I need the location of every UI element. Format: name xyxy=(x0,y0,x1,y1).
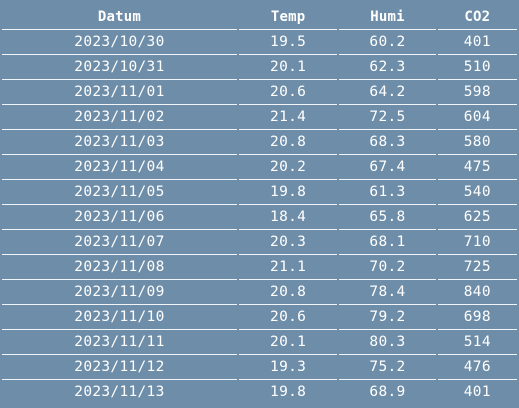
date-cell: 2023/11/10 xyxy=(2,304,237,329)
temp-cell: 20.1 xyxy=(238,329,338,354)
column-header-co2: CO2 xyxy=(464,8,491,25)
co2-cell: 604 xyxy=(437,104,517,129)
date-cell: 2023/11/13 xyxy=(2,379,237,404)
temp-cell: 20.1 xyxy=(238,54,338,79)
co2-cell: 710 xyxy=(437,229,517,254)
temp-cell: 20.3 xyxy=(238,229,338,254)
table-body: 2023/10/30 19.5 60.2 401 2023/10/31 20.1 62.3 5… xyxy=(2,29,517,404)
column-header-temp: Temp xyxy=(270,8,306,25)
table-row: 2023/11/07 20.3 68.1 710 xyxy=(2,229,517,254)
table-row: 2023/11/08 21.1 70.2 725 xyxy=(2,254,517,279)
table-row: 2023/11/03 20.8 68.3 580 xyxy=(2,129,517,154)
date-cell: 2023/10/30 xyxy=(2,29,237,54)
date-cell: 2023/10/31 xyxy=(2,54,237,79)
temp-cell: 19.3 xyxy=(238,354,338,379)
table-row: 2023/11/01 20.6 64.2 598 xyxy=(2,79,517,104)
humi-cell: 79.2 xyxy=(339,304,436,329)
humi-cell: 70.2 xyxy=(339,254,436,279)
date-cell: 2023/11/07 xyxy=(2,229,237,254)
date-cell: 2023/11/05 xyxy=(2,179,237,204)
humi-cell: 67.4 xyxy=(339,154,436,179)
humi-cell: 75.2 xyxy=(339,354,436,379)
co2-cell: 580 xyxy=(437,129,517,154)
co2-cell: 540 xyxy=(437,179,517,204)
date-cell: 2023/11/03 xyxy=(2,129,237,154)
temp-cell: 20.8 xyxy=(238,279,338,304)
co2-cell: 510 xyxy=(437,54,517,79)
table-row: 2023/11/10 20.6 79.2 698 xyxy=(2,304,517,329)
humi-cell: 61.3 xyxy=(339,179,436,204)
temp-cell: 19.8 xyxy=(238,179,338,204)
co2-cell: 401 xyxy=(437,379,517,404)
temp-cell: 18.4 xyxy=(238,204,338,229)
column-header-date: Datum xyxy=(97,8,142,25)
date-cell: 2023/11/06 xyxy=(2,204,237,229)
humi-cell: 60.2 xyxy=(339,29,436,54)
table-row: 2023/11/05 19.8 61.3 540 xyxy=(2,179,517,204)
co2-cell: 475 xyxy=(437,154,517,179)
header-row: Datum Temp Humi CO2 xyxy=(2,4,517,29)
temp-cell: 20.8 xyxy=(238,129,338,154)
humi-cell: 68.9 xyxy=(339,379,436,404)
table-row: 2023/11/04 20.2 67.4 475 xyxy=(2,154,517,179)
table-row: 2023/11/11 20.1 80.3 514 xyxy=(2,329,517,354)
humi-cell: 72.5 xyxy=(339,104,436,129)
humi-cell: 65.8 xyxy=(339,204,436,229)
date-cell: 2023/11/12 xyxy=(2,354,237,379)
co2-cell: 514 xyxy=(437,329,517,354)
co2-cell: 598 xyxy=(437,79,517,104)
table-row: 2023/11/12 19.3 75.2 476 xyxy=(2,354,517,379)
temp-cell: 21.1 xyxy=(238,254,338,279)
humi-cell: 62.3 xyxy=(339,54,436,79)
date-cell: 2023/11/01 xyxy=(2,79,237,104)
date-cell: 2023/11/04 xyxy=(2,154,237,179)
temp-cell: 19.5 xyxy=(238,29,338,54)
humi-cell: 80.3 xyxy=(339,329,436,354)
date-cell: 2023/11/08 xyxy=(2,254,237,279)
humi-cell: 68.1 xyxy=(339,229,436,254)
date-cell: 2023/11/02 xyxy=(2,104,237,129)
table-row: 2023/11/13 19.8 68.9 401 xyxy=(2,379,517,404)
humi-cell: 78.4 xyxy=(339,279,436,304)
temp-cell: 20.6 xyxy=(238,79,338,104)
co2-cell: 698 xyxy=(437,304,517,329)
co2-cell: 725 xyxy=(437,254,517,279)
co2-cell: 625 xyxy=(437,204,517,229)
table-row: 2023/11/02 21.4 72.5 604 xyxy=(2,104,517,129)
temp-cell: 21.4 xyxy=(238,104,338,129)
co2-cell: 476 xyxy=(437,354,517,379)
co2-cell: 401 xyxy=(437,29,517,54)
temp-cell: 19.8 xyxy=(238,379,338,404)
temp-cell: 20.2 xyxy=(238,154,338,179)
temp-cell: 20.6 xyxy=(238,304,338,329)
co2-cell: 840 xyxy=(437,279,517,304)
readings-table: Datum Temp Humi CO2 2023/10/30 19.5 60.2 40… xyxy=(0,4,519,404)
humi-cell: 68.3 xyxy=(339,129,436,154)
table-row: 2023/10/30 19.5 60.2 401 xyxy=(2,29,517,54)
table-row: 2023/10/31 20.1 62.3 510 xyxy=(2,54,517,79)
humi-cell: 64.2 xyxy=(339,79,436,104)
date-cell: 2023/11/09 xyxy=(2,279,237,304)
table-row: 2023/11/06 18.4 65.8 625 xyxy=(2,204,517,229)
column-header-humi: Humi xyxy=(370,8,405,25)
date-cell: 2023/11/11 xyxy=(2,329,237,354)
table-row: 2023/11/09 20.8 78.4 840 xyxy=(2,279,517,304)
